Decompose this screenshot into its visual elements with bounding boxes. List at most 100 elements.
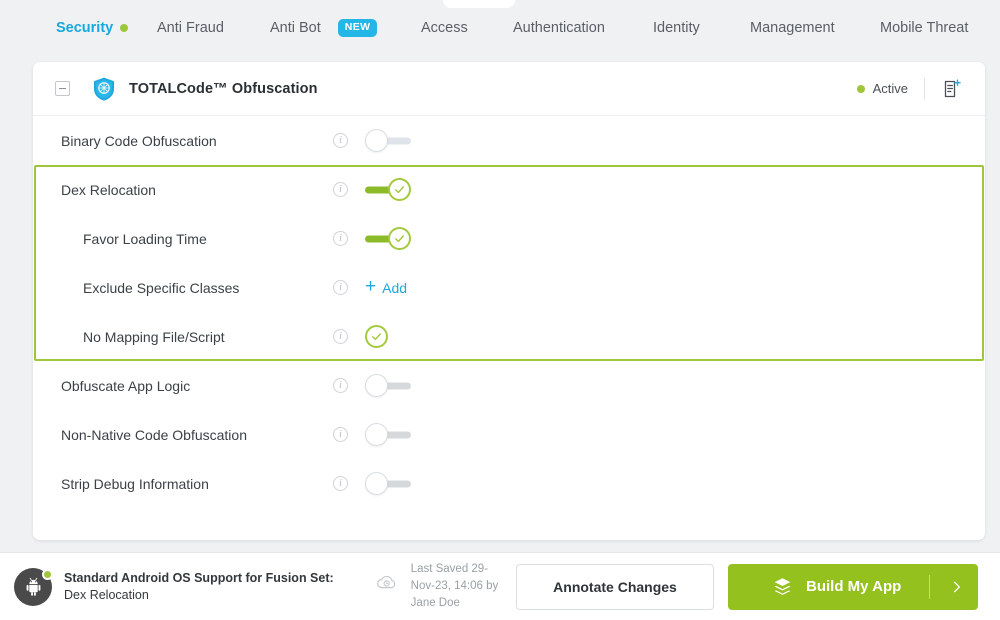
tab-status-dot-icon [120, 24, 129, 32]
row-info-slot: i [333, 231, 348, 246]
row-info-slot: i [333, 133, 348, 148]
tab-security[interactable]: Security [56, 20, 129, 36]
cloud-history-icon [376, 576, 395, 589]
toggle-knob [365, 422, 388, 446]
tab-mobile-threat[interactable]: Mobile Threat [880, 20, 968, 36]
toggle-knob [365, 128, 388, 152]
info-icon[interactable]: i [333, 133, 348, 148]
tab-authentication[interactable]: Authentication [513, 20, 605, 36]
top-notch-decoration [443, 0, 515, 8]
primary-tab-bar: Security Anti Fraud Anti Bot NEW Access Authe… [0, 0, 1000, 56]
last-saved-block: Last Saved 29-Nov-23, 14:06 by Jane Doe [374, 561, 507, 611]
plus-icon: + [365, 276, 377, 297]
add-button[interactable]: + Add [365, 276, 408, 297]
checkbox-checked[interactable] [365, 325, 388, 348]
add-button-label: Add [382, 279, 408, 296]
toggle-switch-on[interactable] [365, 226, 411, 251]
toggle-knob [365, 373, 388, 397]
tab-anti-bot[interactable]: Anti Bot NEW [270, 19, 378, 37]
layers-icon [772, 576, 793, 597]
tab-label: Authentication [513, 20, 605, 36]
settings-row-list: Binary Code Obfuscation i Dex Relocation i F… [33, 116, 985, 508]
header-divider [924, 77, 925, 100]
avatar-status-dot [42, 568, 53, 580]
toggle-track [383, 382, 411, 389]
row-info-slot: i [333, 378, 348, 393]
tab-identity[interactable]: Identity [653, 20, 700, 36]
toggle-switch-off[interactable] [365, 422, 411, 447]
info-icon[interactable]: i [333, 476, 348, 491]
os-support-title: Standard Android OS Support for Fusion S… [64, 570, 334, 585]
chevron-right-icon [949, 579, 964, 594]
info-icon[interactable]: i [333, 329, 348, 344]
settings-row: Exclude Specific Classes i + Add [33, 263, 985, 312]
status-badge: Active [872, 81, 908, 96]
toggle-switch-off[interactable] [365, 471, 411, 496]
row-info-slot: i [333, 427, 348, 442]
toggle-track [383, 137, 411, 144]
shield-security-icon [94, 77, 114, 101]
row-label: Favor Loading Time [83, 230, 207, 247]
row-control-slot [365, 226, 411, 251]
toggle-track [365, 235, 395, 242]
tab-label: Security [56, 20, 114, 36]
build-my-app-button[interactable]: Build My App [728, 563, 978, 610]
info-icon[interactable]: i [333, 427, 348, 442]
toggle-switch-off[interactable] [365, 128, 411, 153]
footer-bar: Standard Android OS Support for Fusion S… [0, 552, 1000, 620]
row-info-slot: i [333, 280, 348, 295]
toggle-track [365, 186, 395, 193]
info-icon[interactable]: i [333, 378, 348, 393]
os-support-subtitle: Dex Relocation [64, 587, 149, 602]
tab-access[interactable]: Access [421, 20, 468, 36]
settings-row: Dex Relocation i [33, 165, 985, 214]
tab-label: Anti Bot [270, 20, 321, 36]
row-label: Exclude Specific Classes [83, 279, 240, 296]
obfuscation-card: TOTALCode™ Obfuscation Active Binary Cod… [33, 62, 985, 540]
tab-label: Identity [653, 20, 700, 36]
footer-os-support: Standard Android OS Support for Fusion S… [64, 570, 334, 604]
settings-row: No Mapping File/Script i [33, 312, 985, 361]
toggle-track [383, 480, 411, 487]
annotate-changes-button[interactable]: Annotate Changes [516, 563, 714, 610]
settings-row: Obfuscate App Logic i [33, 361, 985, 410]
settings-row: Binary Code Obfuscation i [33, 116, 985, 165]
toggle-track [383, 431, 411, 438]
last-saved-text: Last Saved 29-Nov-23, 14:06 by Jane Doe [410, 563, 499, 609]
toggle-switch-off[interactable] [365, 373, 411, 398]
add-note-icon[interactable] [941, 78, 963, 100]
toggle-knob [388, 177, 411, 201]
info-icon[interactable]: i [333, 231, 348, 246]
row-control-slot [365, 325, 388, 348]
tab-label: Access [421, 20, 468, 36]
card-header: TOTALCode™ Obfuscation Active [33, 62, 985, 116]
card-title: TOTALCode™ Obfuscation [129, 80, 318, 97]
tab-new-badge: NEW [337, 19, 378, 37]
settings-row: Strip Debug Information i [33, 459, 985, 508]
info-icon[interactable]: i [333, 280, 348, 295]
collapse-toggle-button[interactable] [55, 81, 70, 96]
toggle-switch-on[interactable] [365, 177, 411, 202]
settings-row: Favor Loading Time i [33, 214, 985, 263]
minus-icon [59, 88, 66, 89]
row-label: Non-Native Code Obfuscation [61, 426, 247, 443]
tab-management[interactable]: Management [750, 20, 835, 36]
toggle-knob [388, 226, 411, 250]
tab-label: Management [750, 20, 835, 36]
row-control-slot [365, 373, 411, 398]
row-label: Obfuscate App Logic [61, 377, 191, 394]
button-divider [929, 574, 930, 599]
android-icon [26, 577, 40, 596]
card-header-actions: Active [856, 77, 963, 100]
row-info-slot: i [333, 329, 348, 344]
tab-anti-fraud[interactable]: Anti Fraud [157, 20, 224, 36]
row-info-slot: i [333, 476, 348, 491]
row-label: Binary Code Obfuscation [61, 132, 217, 149]
row-control-slot [365, 177, 411, 202]
row-label: Strip Debug Information [61, 475, 209, 492]
info-icon[interactable]: i [333, 182, 348, 197]
row-control-slot [365, 128, 411, 153]
status-dot-icon [856, 84, 865, 93]
build-my-app-label: Build My App [806, 578, 902, 595]
